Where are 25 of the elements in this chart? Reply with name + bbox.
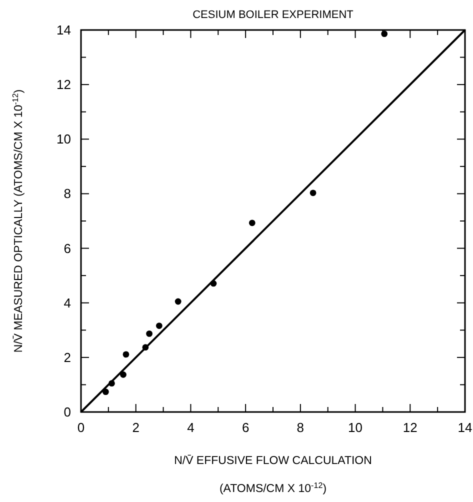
- x-tick-label: 8: [296, 420, 304, 435]
- y-tick-label: 14: [56, 22, 71, 38]
- y-tick-label: 6: [64, 240, 71, 256]
- y-tick-label: 8: [64, 186, 71, 202]
- point: [122, 351, 130, 358]
- x-tick-label: 12: [402, 420, 418, 435]
- point: [156, 322, 162, 329]
- chart-title: CESIUM BOILER EXPERIMENT: [192, 9, 354, 21]
- y-tick-label: 2: [64, 350, 71, 365]
- point: [146, 330, 152, 337]
- point: [310, 190, 316, 196]
- x-tick-label: 6: [242, 420, 250, 435]
- x-tick-label: 10: [348, 420, 363, 435]
- point: [248, 220, 256, 226]
- x-tick-label: 0: [77, 420, 85, 435]
- point: [381, 30, 388, 38]
- x-tick-label: 2: [132, 420, 140, 435]
- y-tick-label: 10: [56, 132, 71, 147]
- point: [174, 298, 182, 305]
- x-tick-label: 14: [458, 420, 472, 435]
- y-tick-label: 12: [56, 77, 71, 92]
- x-tick-label: 4: [187, 420, 194, 435]
- y-tick-label: 0: [64, 404, 71, 420]
- text: N/V̄ EFFUSIVE FLOW CALCULATION (ATOMS/CM X 10$^{-12}$): [174, 455, 372, 495]
- y-tick-label: 4: [64, 295, 71, 310]
